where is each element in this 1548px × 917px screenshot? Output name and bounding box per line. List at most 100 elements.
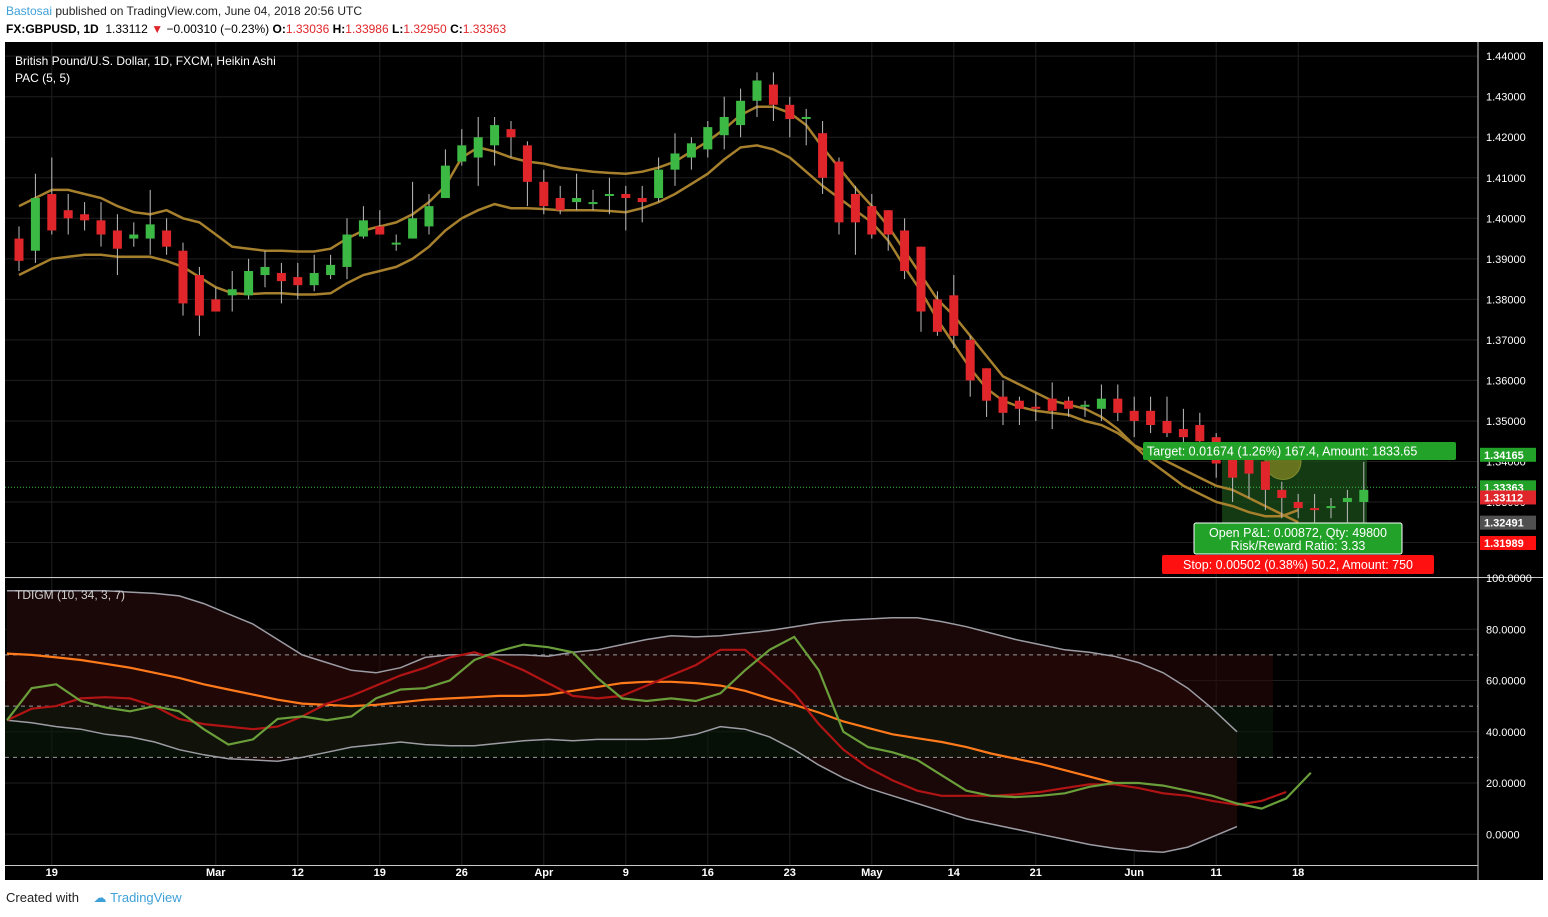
candle-body <box>703 127 713 150</box>
time-axis-label: 14 <box>948 867 961 879</box>
publish-text: published on TradingView.com, June 04, 2… <box>52 4 363 18</box>
candle-body <box>572 198 582 203</box>
time-axis-label: 12 <box>292 867 304 879</box>
footer: Created with ☁ TradingView <box>6 890 182 906</box>
candle-body <box>965 339 975 381</box>
last-price: 1.33112 <box>105 22 148 36</box>
candle-body <box>1064 400 1074 409</box>
candle-body <box>900 230 910 271</box>
candle-body <box>162 230 172 247</box>
time-axis-label: 19 <box>46 867 58 879</box>
candle-body <box>1260 461 1270 490</box>
candle-body <box>539 181 549 207</box>
candle-body <box>1228 449 1238 478</box>
candle-body <box>506 129 516 138</box>
price-axis-label: 1.36000 <box>1486 375 1526 387</box>
chart-svg[interactable]: 1.44000 1.43000 1.42000 1.41000 1.40000 1.390… <box>5 42 1543 880</box>
candle-body <box>375 226 385 235</box>
candle-body <box>785 104 795 120</box>
price-tag: 1.33112 <box>1484 492 1523 504</box>
author-link[interactable]: Bastosai <box>6 4 53 18</box>
open-label: O: <box>272 22 286 36</box>
candle-body <box>408 218 418 239</box>
candle-body <box>1244 457 1254 474</box>
symbol-info: FX:GBPUSD, 1D 1.33112 ▼ −0.00310 (−0.23%… <box>6 22 506 36</box>
time-axis-label: 21 <box>1030 867 1042 879</box>
down-arrow-icon: ▼ <box>151 22 164 36</box>
time-axis-label: 16 <box>702 867 714 879</box>
candle-body <box>834 161 844 223</box>
tdi-axis-label: 80.0000 <box>1486 624 1526 636</box>
time-axis-label: 26 <box>456 867 468 879</box>
candle-body <box>768 84 778 105</box>
time-axis-label: 19 <box>374 867 386 879</box>
candle-body <box>457 145 467 162</box>
candle-body <box>850 193 860 223</box>
candle-body <box>932 299 942 332</box>
candle-body <box>1326 506 1336 509</box>
tradingview-logo-icon[interactable]: ☁ <box>93 890 107 905</box>
candle-body <box>654 169 664 199</box>
candle-body <box>1080 404 1090 407</box>
candle-body <box>637 198 647 203</box>
candle-body <box>801 116 811 119</box>
candle-body <box>1293 502 1303 509</box>
candle-body <box>145 224 155 239</box>
tdi-axis-label: 0.0000 <box>1486 829 1520 841</box>
price-axis-label: 1.40000 <box>1486 213 1526 225</box>
candle-body <box>1359 489 1369 503</box>
candle-body <box>440 165 450 199</box>
candle-body <box>276 273 286 282</box>
price-axis-label: 1.38000 <box>1486 294 1526 306</box>
tdi-line-red <box>6 648 1287 806</box>
candle-body <box>1047 398 1057 411</box>
candle-body <box>1096 398 1106 409</box>
candle-body <box>818 133 828 178</box>
candle-body <box>916 246 926 312</box>
candle-body <box>14 238 24 261</box>
main-title: British Pound/U.S. Dollar, 1D, FXCM, Hei… <box>15 54 276 68</box>
candle-body <box>719 116 729 136</box>
symbol-label[interactable]: FX:GBPUSD, 1D <box>6 22 99 36</box>
candles <box>14 72 1369 523</box>
price-axis-label: 1.35000 <box>1486 416 1526 428</box>
tdi-title: TDIGM (10, 34, 3, 7) <box>15 588 125 602</box>
price-tag-bg <box>1480 490 1536 505</box>
candle-body <box>1146 410 1156 426</box>
candle-body <box>998 396 1008 413</box>
time-axis-label: 23 <box>784 867 796 879</box>
candle-body <box>30 198 40 251</box>
high-value: 1.33986 <box>345 22 389 36</box>
target-label-bg <box>1143 442 1456 460</box>
price-axis-label: 1.37000 <box>1486 335 1526 347</box>
price-tag-bg <box>1480 535 1536 550</box>
time-axis-label: May <box>861 867 883 879</box>
candle-body <box>211 299 221 312</box>
candle-body <box>424 206 434 227</box>
axes <box>5 42 1543 880</box>
candle-body <box>1342 497 1352 503</box>
rr-label: Risk/Reward Ratio: 3.33 <box>1231 539 1366 553</box>
candle-body <box>867 206 877 235</box>
candle-body <box>949 295 959 336</box>
tradingview-link[interactable]: TradingView <box>110 890 182 905</box>
candle-body <box>1310 508 1320 511</box>
candle-body <box>47 193 57 231</box>
candle-body <box>1113 398 1123 413</box>
tdi-line-green <box>6 635 1312 810</box>
low-label: L: <box>392 22 404 36</box>
candle-body <box>1129 410 1139 421</box>
pac-label: PAC (5, 5) <box>15 71 70 85</box>
time-axis-label: 11 <box>1210 867 1222 879</box>
candle-body <box>260 266 270 276</box>
tdi-line-orange <box>6 652 1115 785</box>
chart-text: British Pound/U.S. Dollar, 1D, FXCM, Hei… <box>15 54 276 602</box>
tdi-lower-zone <box>5 706 1273 758</box>
created-with: Created with <box>6 890 79 905</box>
candle-body <box>883 210 893 235</box>
chart-area[interactable]: 1.44000 1.43000 1.42000 1.41000 1.40000 1.390… <box>5 42 1543 880</box>
candle-body <box>309 273 319 286</box>
candle-body <box>227 289 237 296</box>
publish-info: Bastosai published on TradingView.com, J… <box>6 4 362 18</box>
candle-body <box>1178 429 1188 438</box>
